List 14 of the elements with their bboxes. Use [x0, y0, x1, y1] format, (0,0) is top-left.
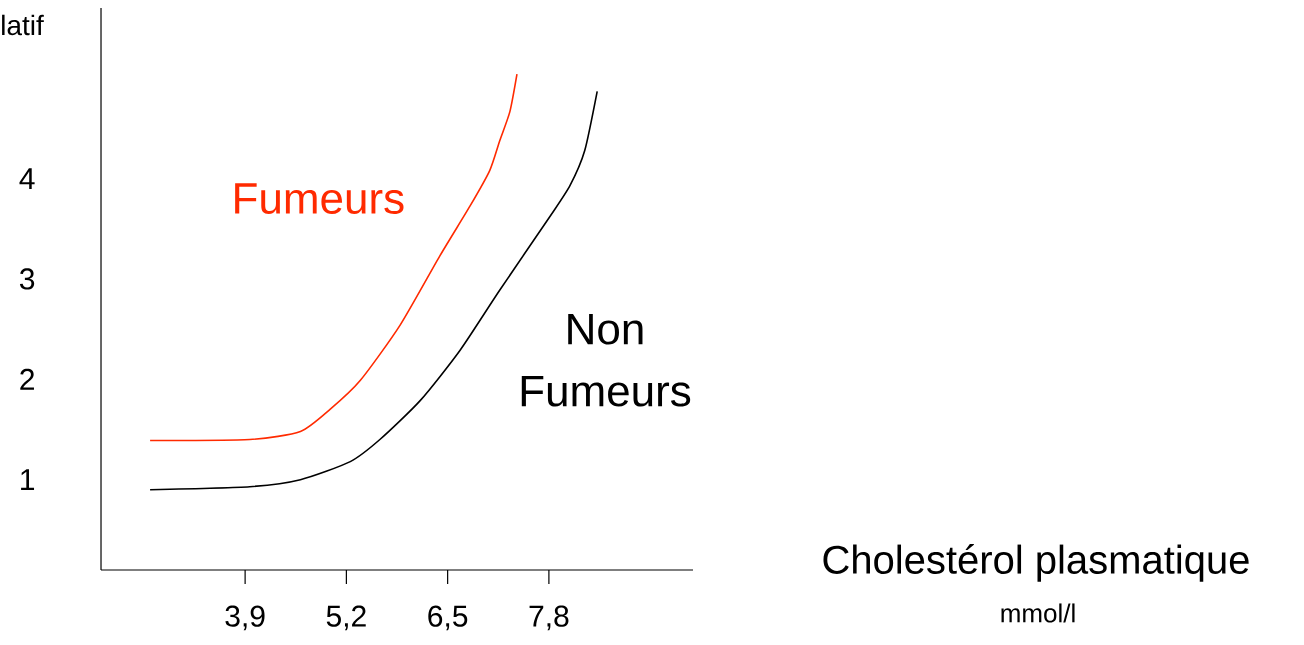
x-tick-label: 7,8	[529, 605, 569, 631]
series-label: Fumeurs	[235, 183, 404, 215]
y-axis-title: latif	[2, 14, 44, 36]
text: mmol/l	[1001, 603, 1075, 623]
line-series	[149, 73, 518, 442]
x-tick-label: 3,9	[225, 605, 265, 631]
y-tick-label: 2	[20, 368, 34, 390]
series-label: Non Fumeurs	[521, 313, 691, 407]
x-axis-title: Cholestérol plasmatique	[823, 544, 1249, 582]
y-tick-label: 3	[19, 268, 35, 290]
y-tick-label: 4	[19, 168, 35, 189]
x-tick-label: 6,5	[428, 605, 468, 631]
y-tick-label: 1	[21, 469, 35, 490]
x-tick-label: 5,2	[326, 605, 366, 631]
